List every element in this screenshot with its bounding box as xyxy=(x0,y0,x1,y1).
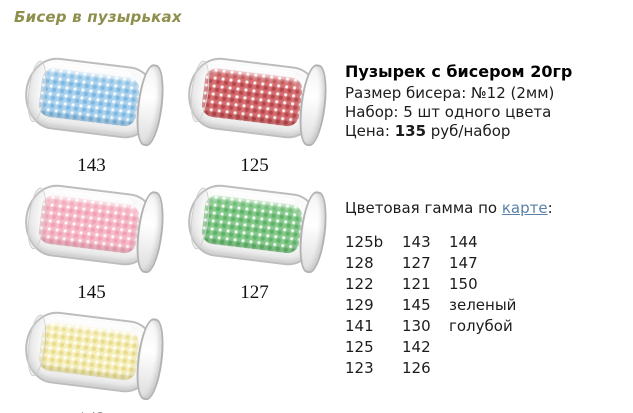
palette-code: 126 xyxy=(402,359,431,377)
beads-fill xyxy=(199,66,304,128)
product-info: Пузырек с бисером 20гр Размер бисера: №1… xyxy=(345,62,627,379)
palette-code xyxy=(449,358,627,379)
beads-fill xyxy=(36,66,141,128)
beads-fill xyxy=(36,193,141,255)
beads-fill xyxy=(199,193,304,255)
product-number-label: 125 xyxy=(240,155,269,176)
set-line: Набор: 5 шт одного цвета xyxy=(345,103,552,121)
palette-code: 129 xyxy=(345,296,374,314)
palette-code: 127 xyxy=(402,254,431,272)
gamma-prefix: Цветовая гамма по xyxy=(345,199,502,217)
palette-code: 123 xyxy=(345,359,374,377)
palette-code: 147 xyxy=(449,254,478,272)
product-grid: 143 125 xyxy=(10,54,340,413)
price-line: Цена: 135 руб/набор xyxy=(345,122,627,141)
page-title: Бисер в пузырьках xyxy=(14,8,182,26)
palette-code: 141 xyxy=(345,317,374,335)
palette-code: голубой xyxy=(449,317,513,335)
product-145: 145 xyxy=(10,181,173,304)
palette-code xyxy=(449,337,627,358)
price-label: Цена: xyxy=(345,122,395,140)
product-number-label: 145 xyxy=(77,282,106,303)
product-number-label: 143 xyxy=(77,155,106,176)
pink-beads-vial-photo xyxy=(16,181,168,275)
product-143: 143 xyxy=(10,54,173,177)
palette-code: 145 xyxy=(402,296,431,314)
product-info-heading: Пузырек с бисером 20гр xyxy=(345,62,573,81)
pale-yellow-beads-vial-photo xyxy=(16,308,168,402)
palette-code: 142 xyxy=(402,338,431,356)
product-142: 142 xyxy=(10,308,173,413)
product-127: 127 xyxy=(173,181,336,304)
palette-code: 125b xyxy=(345,233,384,251)
green-beads-vial-photo xyxy=(179,181,331,275)
palette-code: 150 xyxy=(449,275,478,293)
product-number-label: 142 xyxy=(77,409,106,413)
price-value: 135 xyxy=(394,122,427,140)
bead-size-line: Размер бисера: №12 (2мм) xyxy=(345,84,555,102)
palette-code: 125 xyxy=(345,338,374,356)
gamma-suffix: : xyxy=(547,199,553,217)
beads-fill xyxy=(36,320,141,382)
price-suffix: руб/набор xyxy=(426,122,511,140)
color-gamma-line: Цветовая гамма по карте: xyxy=(345,199,627,217)
product-number-label: 127 xyxy=(240,282,269,303)
color-map-link[interactable]: карте xyxy=(501,199,548,217)
palette-code: 143 xyxy=(402,233,431,251)
palette-code: 121 xyxy=(402,275,431,293)
palette-code: зеленый xyxy=(449,296,517,314)
palette-code: 130 xyxy=(402,317,431,335)
palette-code: 128 xyxy=(345,254,374,272)
palette-code: 122 xyxy=(345,275,374,293)
red-beads-vial-photo xyxy=(179,54,331,148)
product-125: 125 xyxy=(173,54,336,177)
light-blue-beads-vial-photo xyxy=(16,54,168,148)
palette-table: 125b 143 144 128 127 147 122 121 150 129 145 зелены… xyxy=(345,232,627,379)
palette-code: 144 xyxy=(449,233,478,251)
